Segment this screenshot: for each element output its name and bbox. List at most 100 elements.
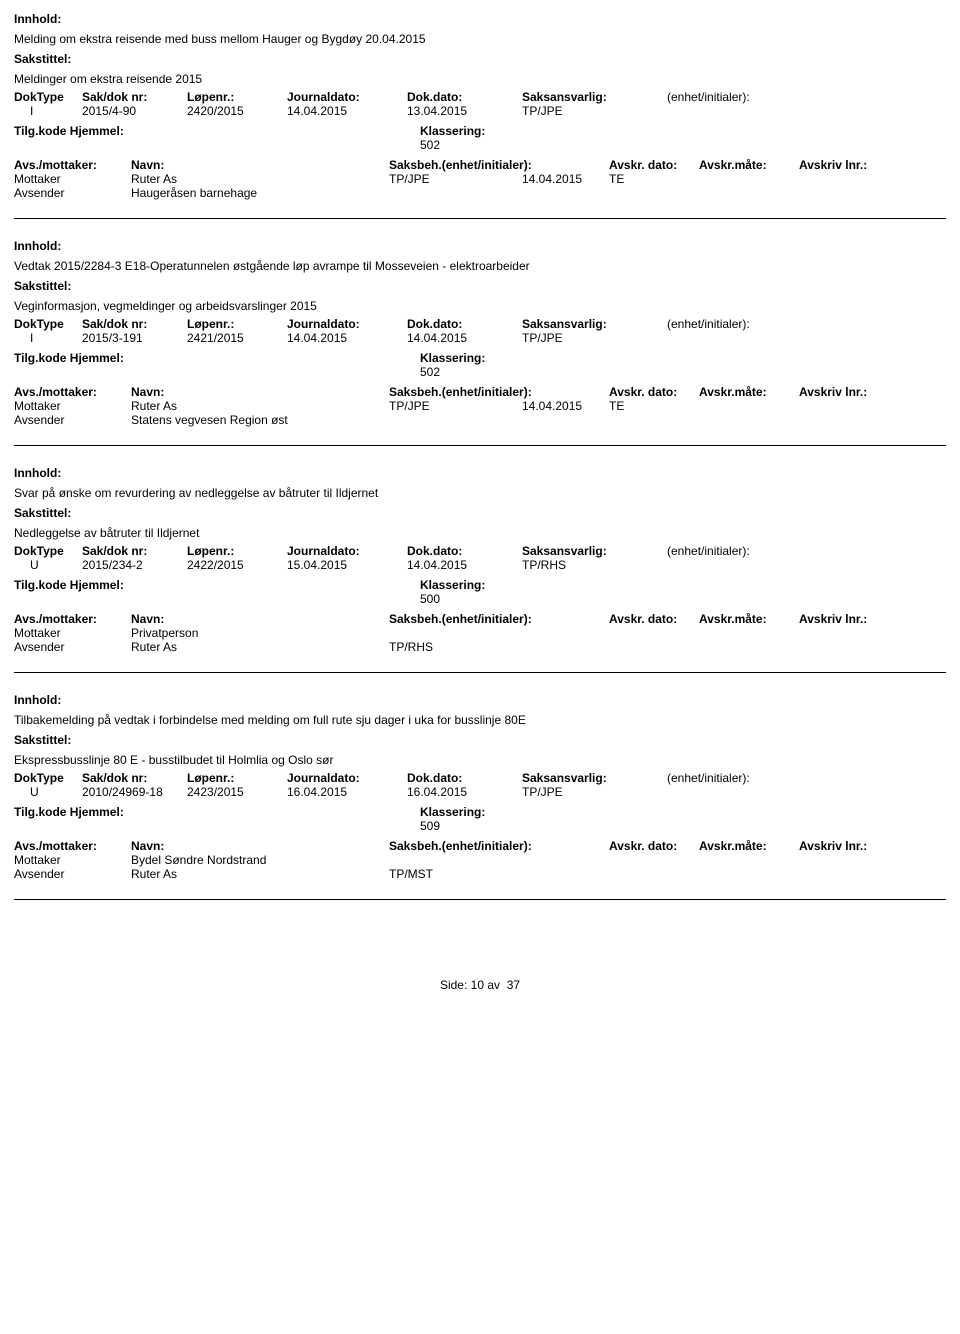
avskrmate-label: Avskr.måte: — [699, 158, 799, 172]
tilgkode-label: Tilg.kode — [14, 578, 66, 592]
val-sakdoknr: 2015/3-191 — [82, 331, 187, 345]
hdr-saksansvarlig: Saksansvarlig: — [522, 90, 667, 104]
journal-record: Innhold: Vedtak 2015/2284-3 E18-Operatun… — [14, 237, 946, 427]
hdr-journaldato: Journaldato: — [287, 771, 407, 785]
val-sakdoknr: 2015/4-90 — [82, 104, 187, 118]
hjemmel-label: Hjemmel: — [70, 124, 124, 138]
hdr-doktype: DokType — [14, 771, 82, 785]
val-doktype: U — [14, 558, 82, 572]
innhold-value: Vedtak 2015/2284-3 E18-Operatunnelen øst… — [14, 257, 946, 277]
avskrmate-label: Avskr.måte: — [699, 385, 799, 399]
val-journaldato: 15.04.2015 — [287, 558, 407, 572]
avsender-label: Avsender — [14, 640, 131, 654]
hdr-enhet: (enhet/initialer): — [667, 317, 812, 331]
av-label: av — [487, 978, 500, 992]
innhold-value: Svar på ønske om revurdering av nedlegge… — [14, 484, 946, 504]
hjemmel-label: Hjemmel: — [70, 351, 124, 365]
hdr-sakdoknr: Sak/dok nr: — [82, 771, 187, 785]
avskrdato-label: Avskr. dato: — [609, 385, 699, 399]
avsender-saksbeh: TP/RHS — [389, 640, 522, 654]
avsmottaker-label: Avs./mottaker: — [14, 385, 131, 399]
val-dokdato: 14.04.2015 — [407, 558, 522, 572]
avskrmate-label: Avskr.måte: — [699, 839, 799, 853]
klassering-value: 502 — [420, 138, 440, 152]
hdr-sakdoknr: Sak/dok nr: — [82, 544, 187, 558]
innhold-label: Innhold: — [14, 12, 61, 26]
saksbeh-label: Saksbeh.(enhet/initialer): — [389, 158, 609, 172]
navn-label: Navn: — [131, 839, 389, 853]
avsender-navn: Ruter As — [131, 867, 389, 881]
mottaker-avskrdato: 14.04.2015 — [522, 399, 609, 413]
val-dokdato: 14.04.2015 — [407, 331, 522, 345]
val-lopenr: 2421/2015 — [187, 331, 287, 345]
mottaker-navn: Privatperson — [131, 626, 389, 640]
avsender-saksbeh — [389, 413, 522, 427]
mottaker-avskrdato: 14.04.2015 — [522, 172, 609, 186]
record-separator — [14, 672, 946, 673]
mottaker-saksbeh — [389, 853, 522, 867]
klassering-value: 509 — [420, 819, 440, 833]
mottaker-label: Mottaker — [14, 399, 131, 413]
klassering-label: Klassering: — [420, 578, 485, 592]
hdr-saksansvarlig: Saksansvarlig: — [522, 544, 667, 558]
hjemmel-label: Hjemmel: — [70, 578, 124, 592]
side-label: Side: — [440, 978, 467, 992]
avskrivlnr-label: Avskriv lnr.: — [799, 612, 894, 626]
hdr-saksansvarlig: Saksansvarlig: — [522, 771, 667, 785]
hdr-sakdoknr: Sak/dok nr: — [82, 90, 187, 104]
mottaker-label: Mottaker — [14, 172, 131, 186]
saksbeh-label: Saksbeh.(enhet/initialer): — [389, 385, 609, 399]
hdr-dokdato: Dok.dato: — [407, 317, 522, 331]
klassering-value: 500 — [420, 592, 440, 606]
hjemmel-label: Hjemmel: — [70, 805, 124, 819]
record-separator — [14, 899, 946, 900]
avskrdato-label: Avskr. dato: — [609, 839, 699, 853]
hdr-sakdoknr: Sak/dok nr: — [82, 317, 187, 331]
avskrivlnr-label: Avskriv lnr.: — [799, 385, 894, 399]
innhold-label: Innhold: — [14, 466, 61, 480]
hdr-lopenr: Løpenr.: — [187, 544, 287, 558]
val-doktype: U — [14, 785, 82, 799]
val-lopenr: 2422/2015 — [187, 558, 287, 572]
avskrivlnr-label: Avskriv lnr.: — [799, 158, 894, 172]
hdr-saksansvarlig: Saksansvarlig: — [522, 317, 667, 331]
val-sakdoknr: 2015/234-2 — [82, 558, 187, 572]
navn-label: Navn: — [131, 385, 389, 399]
hdr-enhet: (enhet/initialer): — [667, 771, 812, 785]
mottaker-navn: Bydel Søndre Nordstrand — [131, 853, 389, 867]
saksbeh-label: Saksbeh.(enhet/initialer): — [389, 839, 609, 853]
val-sakdoknr: 2010/24969-18 — [82, 785, 187, 799]
navn-label: Navn: — [131, 612, 389, 626]
hdr-enhet: (enhet/initialer): — [667, 90, 812, 104]
mottaker-label: Mottaker — [14, 626, 131, 640]
val-doktype: I — [14, 104, 82, 118]
record-separator — [14, 445, 946, 446]
mottaker-avskrmate — [609, 626, 699, 640]
val-journaldato: 16.04.2015 — [287, 785, 407, 799]
innhold-value: Tilbakemelding på vedtak i forbindelse m… — [14, 711, 946, 731]
avsender-navn: Ruter As — [131, 640, 389, 654]
avskrmate-label: Avskr.måte: — [699, 612, 799, 626]
hdr-journaldato: Journaldato: — [287, 544, 407, 558]
innhold-label: Innhold: — [14, 693, 61, 707]
tilgkode-label: Tilg.kode — [14, 124, 66, 138]
tilgkode-label: Tilg.kode — [14, 351, 66, 365]
mottaker-saksbeh: TP/JPE — [389, 399, 522, 413]
val-saksansvarlig: TP/JPE — [522, 785, 667, 799]
sakstittel-label: Sakstittel: — [14, 733, 71, 747]
avsender-label: Avsender — [14, 867, 131, 881]
mottaker-label: Mottaker — [14, 853, 131, 867]
mottaker-navn: Ruter As — [131, 172, 389, 186]
val-saksansvarlig: TP/RHS — [522, 558, 667, 572]
klassering-label: Klassering: — [420, 805, 485, 819]
sakstittel-value: Meldinger om ekstra reisende 2015 — [14, 70, 946, 90]
mottaker-saksbeh: TP/JPE — [389, 172, 522, 186]
val-saksansvarlig: TP/JPE — [522, 104, 667, 118]
sakstittel-label: Sakstittel: — [14, 52, 71, 66]
innhold-label: Innhold: — [14, 239, 61, 253]
mottaker-saksbeh — [389, 626, 522, 640]
hdr-dokdato: Dok.dato: — [407, 544, 522, 558]
mottaker-navn: Ruter As — [131, 399, 389, 413]
avskrdato-label: Avskr. dato: — [609, 612, 699, 626]
hdr-lopenr: Løpenr.: — [187, 771, 287, 785]
